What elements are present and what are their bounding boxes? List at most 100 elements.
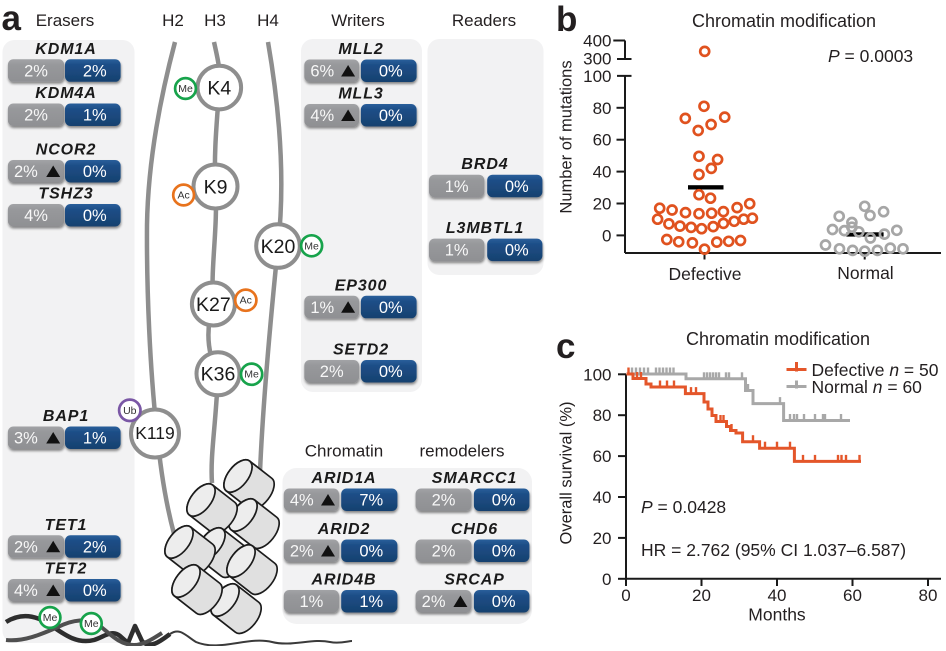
svg-text:SRCAP: SRCAP: [444, 572, 505, 589]
svg-text:2%: 2%: [290, 543, 314, 561]
svg-text:Ub: Ub: [123, 405, 137, 417]
svg-text:4%: 4%: [310, 107, 334, 125]
svg-text:2%: 2%: [83, 62, 107, 80]
svg-text:SETD2: SETD2: [333, 342, 389, 359]
svg-text:Defective n = 50: Defective n = 50: [812, 360, 939, 380]
svg-text:100: 100: [583, 365, 611, 384]
svg-text:0: 0: [602, 226, 611, 245]
svg-text:Defective: Defective: [669, 264, 742, 284]
svg-text:7%: 7%: [359, 492, 383, 510]
svg-text:60: 60: [593, 131, 612, 150]
svg-text:H3: H3: [204, 11, 226, 30]
svg-text:TET1: TET1: [45, 517, 88, 534]
svg-text:BAP1: BAP1: [43, 408, 89, 425]
svg-text:Me: Me: [84, 618, 99, 630]
svg-text:2%: 2%: [14, 163, 38, 181]
svg-text:20: 20: [593, 529, 612, 548]
svg-text:3%: 3%: [14, 430, 38, 448]
svg-text:0%: 0%: [379, 299, 403, 317]
svg-text:Ac: Ac: [240, 295, 252, 307]
svg-text:2%: 2%: [24, 62, 48, 80]
svg-text:MLL2: MLL2: [338, 41, 383, 58]
svg-text:0%: 0%: [379, 107, 403, 125]
svg-text:80: 80: [593, 99, 612, 118]
svg-text:2%: 2%: [320, 363, 344, 381]
svg-text:H4: H4: [257, 11, 279, 30]
svg-text:K4: K4: [207, 78, 231, 100]
svg-text:60: 60: [843, 586, 862, 605]
svg-text:Me: Me: [43, 612, 58, 624]
svg-text:KDM4A: KDM4A: [35, 85, 96, 102]
svg-text:60: 60: [593, 447, 612, 466]
svg-text:L3MBTL1: L3MBTL1: [446, 220, 524, 237]
svg-text:400: 400: [583, 32, 611, 51]
svg-text:4%: 4%: [14, 582, 38, 600]
svg-text:80: 80: [593, 406, 612, 425]
svg-text:1%: 1%: [359, 593, 383, 611]
svg-text:c: c: [556, 327, 575, 366]
svg-text:P = 0.0428: P = 0.0428: [641, 497, 726, 517]
svg-text:ARID1A: ARID1A: [311, 470, 377, 487]
svg-text:300: 300: [583, 50, 611, 69]
svg-text:1%: 1%: [445, 242, 469, 260]
svg-text:1%: 1%: [83, 107, 107, 125]
svg-text:Normal n = 60: Normal n = 60: [812, 377, 923, 397]
svg-text:4%: 4%: [290, 492, 314, 510]
svg-text:0%: 0%: [492, 543, 516, 561]
svg-text:1%: 1%: [445, 178, 469, 196]
svg-text:Overall survival (%): Overall survival (%): [558, 401, 576, 544]
svg-text:0%: 0%: [83, 582, 107, 600]
svg-text:NCOR2: NCOR2: [36, 142, 97, 159]
svg-text:Number of mutations: Number of mutations: [558, 60, 576, 213]
svg-text:Readers: Readers: [452, 11, 516, 30]
svg-text:H2: H2: [162, 11, 184, 30]
svg-text:2%: 2%: [83, 538, 107, 556]
svg-text:1%: 1%: [299, 593, 323, 611]
svg-text:Me: Me: [304, 240, 319, 252]
svg-text:Chromatin modification: Chromatin modification: [686, 329, 870, 349]
svg-text:b: b: [556, 0, 577, 39]
svg-text:2%: 2%: [422, 593, 446, 611]
svg-text:0%: 0%: [379, 363, 403, 381]
svg-text:Chromatin modification: Chromatin modification: [692, 11, 876, 31]
svg-text:40: 40: [768, 586, 787, 605]
svg-text:0%: 0%: [359, 543, 383, 561]
svg-text:a: a: [2, 0, 22, 38]
svg-text:0%: 0%: [379, 63, 403, 81]
svg-text:0%: 0%: [492, 593, 516, 611]
svg-text:TSHZ3: TSHZ3: [38, 186, 93, 203]
svg-text:K20: K20: [261, 236, 296, 258]
svg-text:0%: 0%: [83, 163, 107, 181]
svg-text:Writers: Writers: [331, 11, 385, 30]
svg-text:2%: 2%: [432, 543, 456, 561]
svg-text:Months: Months: [748, 605, 806, 625]
svg-text:6%: 6%: [310, 63, 334, 81]
svg-text:SMARCC1: SMARCC1: [432, 470, 517, 487]
svg-text:40: 40: [593, 488, 612, 507]
svg-text:2%: 2%: [24, 107, 48, 125]
svg-text:EP300: EP300: [335, 277, 388, 294]
svg-text:0%: 0%: [505, 178, 529, 196]
svg-text:0%: 0%: [505, 242, 529, 260]
svg-text:Chromatin: Chromatin: [305, 442, 383, 461]
svg-text:Me: Me: [178, 83, 193, 95]
svg-text:0%: 0%: [492, 492, 516, 510]
svg-text:0%: 0%: [83, 207, 107, 225]
svg-text:KDM1A: KDM1A: [35, 41, 96, 58]
svg-text:K36: K36: [201, 364, 236, 386]
svg-text:4%: 4%: [24, 207, 48, 225]
svg-text:Ac: Ac: [177, 190, 189, 202]
svg-text:K119: K119: [135, 423, 175, 443]
svg-text:ARID4B: ARID4B: [311, 572, 377, 589]
svg-text:ARID2: ARID2: [317, 521, 371, 538]
svg-text:CHD6: CHD6: [451, 521, 498, 538]
svg-text:20: 20: [593, 195, 612, 214]
svg-text:remodelers: remodelers: [419, 442, 504, 461]
svg-text:P = 0.0003: P = 0.0003: [828, 46, 913, 66]
svg-text:0: 0: [602, 570, 611, 589]
svg-text:0: 0: [621, 586, 630, 605]
svg-text:TET2: TET2: [45, 561, 88, 578]
svg-text:80: 80: [919, 586, 938, 605]
svg-text:Me: Me: [244, 369, 259, 381]
svg-text:1%: 1%: [83, 430, 107, 448]
